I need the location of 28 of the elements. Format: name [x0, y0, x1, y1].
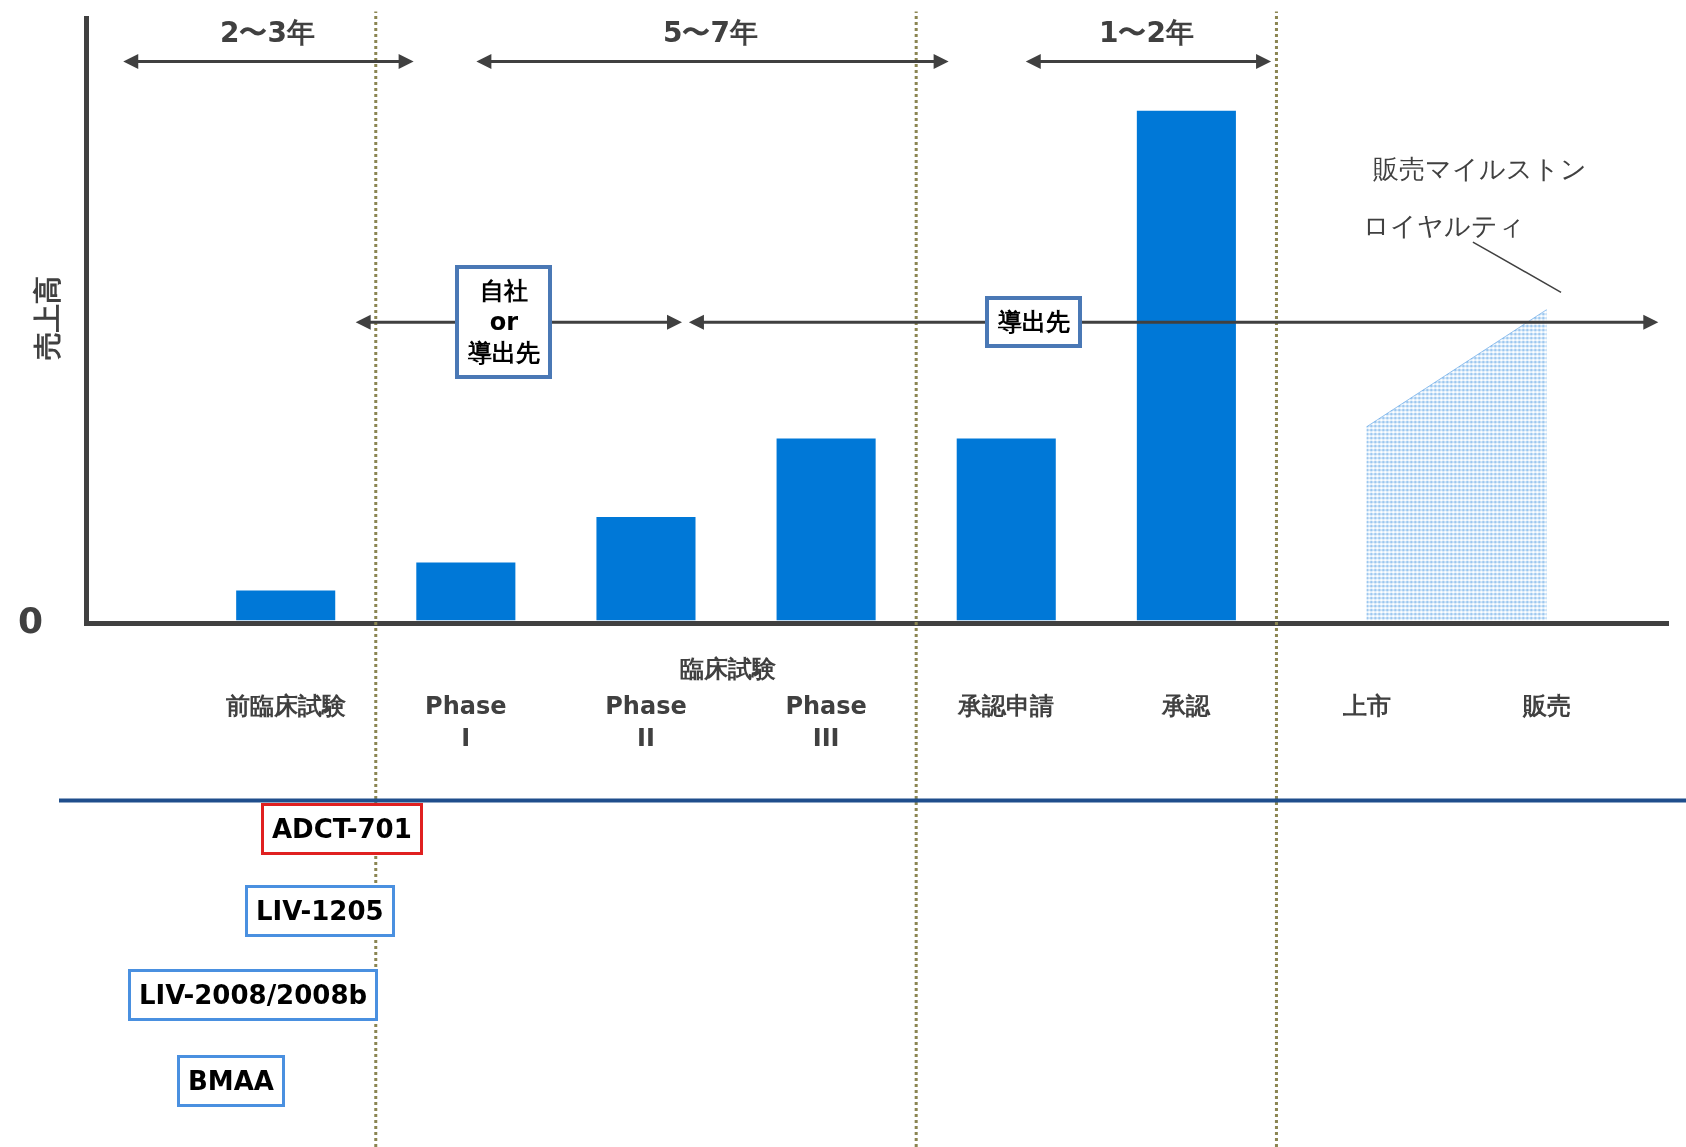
annotation: 販売マイルストン: [1373, 154, 1587, 184]
text: 臨床試験: [680, 655, 777, 683]
annotation: 自社 or 導出先: [467, 277, 540, 368]
x-tick-label: 上市: [1341, 692, 1391, 721]
text: 5〜7年: [663, 16, 758, 49]
x-tick-label: Phase II: [605, 692, 687, 752]
y-axis-title: 売上高: [31, 276, 65, 361]
annotation: 導出先: [997, 308, 1070, 336]
text: LIV-1205: [256, 896, 384, 926]
bar: [416, 562, 516, 621]
text: 1〜2年: [1099, 16, 1194, 49]
text: LIV-2008/2008b: [139, 980, 368, 1010]
x-tick-label: 販売: [1521, 692, 1571, 721]
bar: [1136, 110, 1236, 621]
bar: [596, 517, 696, 621]
bar: [956, 438, 1056, 621]
text: 0: [18, 600, 44, 641]
x-tick-label: 承認: [1161, 692, 1212, 721]
bar: [776, 438, 876, 621]
x-tick-label: Phase III: [785, 692, 867, 752]
bar: [236, 590, 336, 621]
x-tick-label: 前臨床試験: [224, 692, 347, 721]
annotation: ロイヤルティ: [1363, 211, 1525, 241]
text: ADCT-701: [272, 814, 412, 844]
x-tick-label: Phase I: [425, 692, 507, 752]
text: 2〜3年: [220, 16, 315, 49]
text: BMAA: [188, 1066, 274, 1096]
x-tick-label: 承認申請: [957, 692, 1055, 721]
